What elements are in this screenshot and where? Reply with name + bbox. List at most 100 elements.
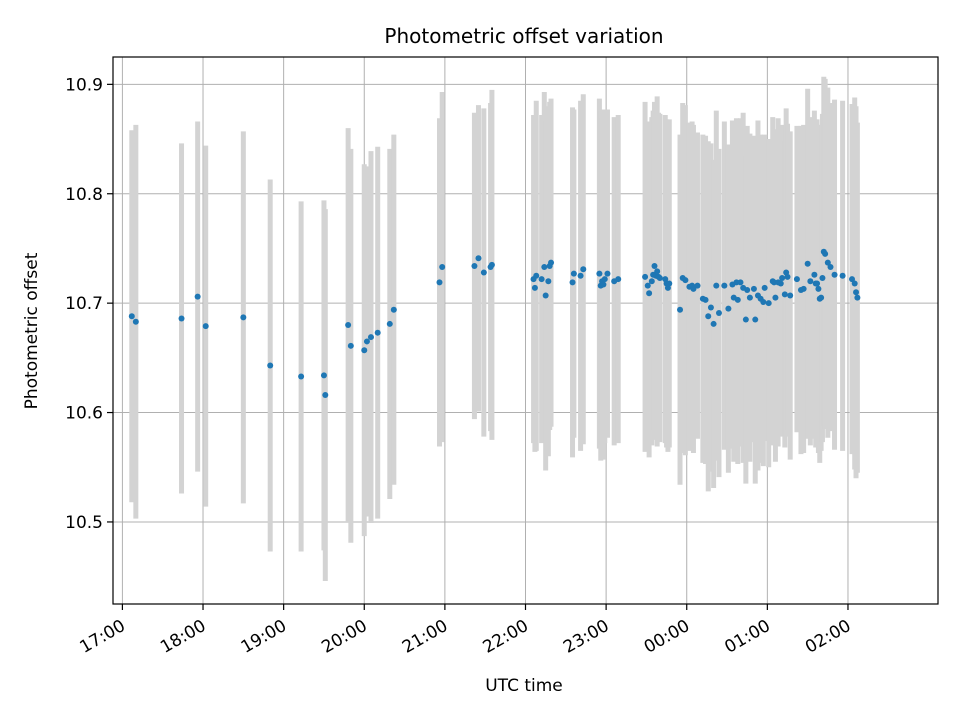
data-point <box>702 296 709 303</box>
data-point <box>320 372 327 379</box>
x-axis: 17:00 18:00 19:00 20:00 21:00 22:00 23:00 00:00… <box>76 604 854 658</box>
error-bars <box>129 76 860 582</box>
data-point <box>666 280 673 287</box>
data-point <box>781 291 788 298</box>
data-point <box>744 287 751 294</box>
data-point <box>710 320 717 327</box>
data-point <box>853 289 860 296</box>
x-tick-label: 23:00 <box>560 616 612 658</box>
data-point <box>541 264 548 271</box>
y-tick-label: 10.7 <box>65 294 103 314</box>
data-point <box>178 315 185 322</box>
y-axis-label: Photometric offset <box>22 252 42 409</box>
data-point <box>793 276 800 283</box>
data-point <box>854 294 861 301</box>
x-tick-label: 18:00 <box>157 616 209 658</box>
x-tick-label: 19:00 <box>238 616 290 658</box>
data-point <box>705 313 712 320</box>
y-tick-label: 10.9 <box>65 75 103 95</box>
data-point <box>569 279 576 286</box>
data-point <box>604 270 611 277</box>
data-point <box>577 272 584 279</box>
data-point <box>648 278 655 285</box>
data-point <box>533 272 540 279</box>
data-point <box>800 285 807 292</box>
data-point <box>361 347 368 354</box>
data-point <box>471 262 478 269</box>
data-point <box>815 285 822 292</box>
data-point <box>542 292 549 299</box>
data-point <box>811 271 818 278</box>
y-axis: 10.5 10.6 10.7 10.8 10.9 <box>65 75 113 533</box>
data-point <box>721 282 728 289</box>
x-tick-label: 20:00 <box>318 616 370 658</box>
y-tick-label: 10.5 <box>65 513 103 533</box>
data-point <box>436 279 443 286</box>
data-point <box>818 294 825 301</box>
data-point <box>601 276 608 283</box>
data-point <box>734 296 741 303</box>
data-point <box>132 318 139 325</box>
data-point <box>822 250 829 257</box>
data-point <box>267 362 274 369</box>
data-point <box>646 290 653 297</box>
data-point <box>690 285 697 292</box>
data-point <box>615 276 622 283</box>
data-point <box>707 304 714 311</box>
data-point <box>128 313 135 320</box>
chart-title: Photometric offset variation <box>384 24 663 48</box>
data-point <box>827 264 834 271</box>
data-point <box>824 259 831 266</box>
data-point <box>580 266 587 273</box>
data-point <box>713 282 720 289</box>
data-points <box>128 248 861 399</box>
data-point <box>819 274 826 281</box>
data-point <box>651 262 658 269</box>
data-point <box>202 323 209 330</box>
data-point <box>322 392 329 399</box>
x-axis-label: UTC time <box>485 676 563 696</box>
data-point <box>804 260 811 267</box>
data-point <box>367 334 374 341</box>
x-tick-label: 01:00 <box>721 616 773 658</box>
data-point <box>746 294 753 301</box>
data-point <box>715 309 722 316</box>
data-point <box>363 338 370 345</box>
data-point <box>538 276 545 283</box>
data-point <box>240 314 247 321</box>
data-point <box>488 261 495 268</box>
data-point <box>807 278 814 285</box>
data-point <box>784 273 791 280</box>
data-point <box>752 316 759 323</box>
data-point <box>725 305 732 312</box>
data-point <box>654 268 661 275</box>
data-point <box>694 282 701 289</box>
data-point <box>839 272 846 279</box>
data-point <box>439 264 446 271</box>
data-point <box>761 284 768 291</box>
data-point <box>831 271 838 278</box>
x-tick-label: 17:00 <box>76 616 128 658</box>
data-point <box>787 292 794 299</box>
data-point <box>760 299 767 306</box>
data-point <box>596 270 603 277</box>
y-tick-label: 10.8 <box>65 185 103 205</box>
data-point <box>642 273 649 280</box>
x-tick-label: 21:00 <box>399 616 451 658</box>
data-point <box>849 276 856 283</box>
data-point <box>765 300 772 307</box>
data-point <box>737 279 744 286</box>
x-tick-label: 00:00 <box>641 616 693 658</box>
data-point <box>644 282 651 289</box>
data-point <box>475 255 482 262</box>
data-point <box>545 278 552 285</box>
x-tick-label: 22:00 <box>480 616 532 658</box>
data-point <box>531 284 538 291</box>
data-point <box>298 373 305 380</box>
data-point <box>548 259 555 266</box>
y-tick-label: 10.6 <box>65 404 103 424</box>
data-point <box>742 316 749 323</box>
data-point <box>656 274 663 281</box>
data-point <box>570 270 577 277</box>
